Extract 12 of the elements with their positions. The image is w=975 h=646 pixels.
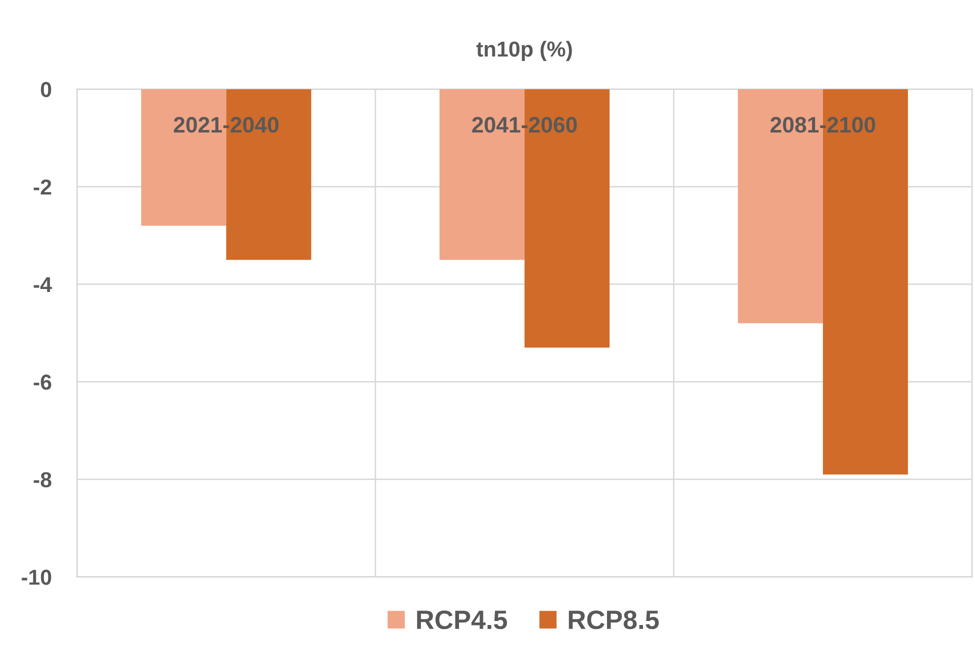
y-tick-label: -6 — [34, 374, 52, 390]
y-tick-label: -8 — [34, 472, 52, 488]
y-tick-label: -2 — [34, 179, 52, 194]
y-tick-label: -4 — [34, 277, 52, 292]
y-tick-label: -10 — [22, 570, 52, 585]
x-tick-label: 2041-2060 — [472, 116, 577, 133]
legend-label: RCP4.5 — [417, 610, 508, 630]
chart-title: tn10p (%) — [476, 40, 572, 61]
y-tick-label: 0 — [40, 82, 52, 98]
x-tick-label: 2021-2040 — [174, 116, 278, 133]
x-tick-label: 2081-2100 — [770, 116, 876, 133]
legend-label: RCP8.5 — [568, 610, 659, 630]
